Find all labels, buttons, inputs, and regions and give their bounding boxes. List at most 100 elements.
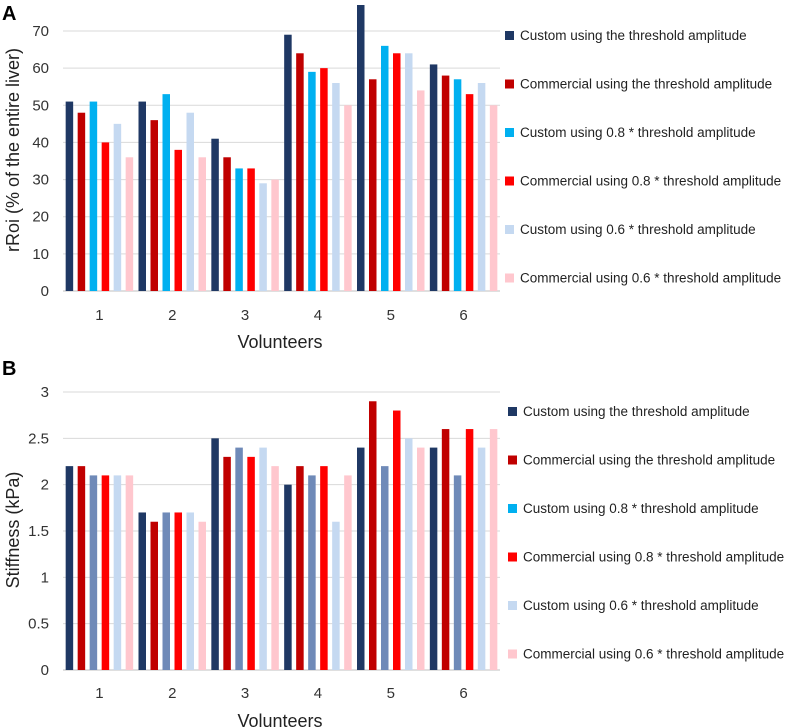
y-tick-label: 60 bbox=[32, 60, 49, 77]
bar bbox=[162, 512, 170, 670]
bar bbox=[235, 447, 243, 670]
bar bbox=[77, 466, 86, 670]
bar bbox=[247, 168, 255, 291]
bar bbox=[357, 447, 365, 670]
x-tick-label: 4 bbox=[314, 307, 322, 324]
legend-label: Commercial using 0.8 * threshold amplitu… bbox=[523, 550, 784, 565]
bar bbox=[174, 149, 182, 291]
bar bbox=[405, 53, 413, 292]
bar bbox=[125, 475, 134, 670]
bar bbox=[247, 456, 255, 670]
y-tick-label: 2 bbox=[41, 477, 49, 494]
bar bbox=[271, 466, 279, 670]
legend-label: Custom using 0.8 * threshold amplitude bbox=[523, 501, 759, 516]
y-tick-label: 0 bbox=[41, 662, 49, 679]
bar bbox=[489, 429, 498, 670]
bar bbox=[284, 484, 292, 670]
x-tick-label: 1 bbox=[95, 685, 103, 702]
bar bbox=[284, 34, 292, 291]
bar bbox=[320, 466, 328, 670]
bar bbox=[381, 45, 389, 291]
legend-swatch bbox=[508, 407, 517, 416]
bar bbox=[417, 90, 425, 291]
bar bbox=[162, 94, 170, 292]
y-tick-label: 10 bbox=[32, 246, 49, 263]
bar bbox=[138, 101, 146, 291]
panel-a-label: A bbox=[2, 3, 16, 25]
legend-swatch bbox=[508, 455, 517, 465]
bar bbox=[211, 438, 219, 670]
bar bbox=[417, 447, 425, 670]
bar bbox=[332, 83, 340, 291]
legend-label: Custom using 0.6 * threshold amplitude bbox=[523, 598, 759, 613]
legend-label: Custom using the threshold amplitude bbox=[523, 404, 750, 419]
panel-b-y-ticks: 0 0.5 1 1.5 2 2.5 3 bbox=[28, 384, 49, 679]
bar bbox=[271, 179, 279, 291]
bar bbox=[89, 101, 98, 291]
x-tick-label: 6 bbox=[459, 307, 467, 324]
legend-label: Commercial using 0.6 * threshold amplitu… bbox=[523, 647, 784, 662]
legend-swatch bbox=[505, 225, 514, 234]
bar bbox=[429, 64, 438, 291]
bar bbox=[489, 105, 498, 292]
bar bbox=[465, 94, 474, 292]
bar bbox=[453, 79, 462, 292]
bar bbox=[138, 512, 146, 670]
y-tick-label: 70 bbox=[32, 23, 49, 40]
bar bbox=[320, 68, 328, 292]
legend-label: Custom using 0.8 * threshold amplitude bbox=[520, 125, 756, 140]
panel-b: B 0 0.5 1 1.5 2 2.5 3 1 2 3 4 5 6 Volunteers Stiffn… bbox=[2, 358, 784, 728]
bar bbox=[344, 105, 352, 292]
panel-a: A 0 10 20 30 40 50 60 70 1 2 3 4 5 6 Volunteers rRoi… bbox=[2, 3, 781, 352]
bar bbox=[235, 168, 243, 291]
legend-swatch bbox=[505, 79, 514, 89]
panel-a-x-axis-title: Volunteers bbox=[237, 332, 322, 352]
bar bbox=[174, 512, 182, 670]
legend-swatch bbox=[508, 649, 517, 659]
x-tick-label: 2 bbox=[168, 685, 176, 702]
bar bbox=[465, 429, 474, 670]
y-tick-label: 20 bbox=[32, 209, 49, 226]
bar bbox=[223, 456, 231, 670]
bar bbox=[393, 53, 401, 292]
legend-swatch bbox=[505, 128, 514, 137]
panel-b-label: B bbox=[2, 358, 16, 380]
x-tick-label: 5 bbox=[387, 685, 395, 702]
legend-swatch bbox=[505, 273, 514, 283]
bar bbox=[393, 410, 401, 670]
bar bbox=[308, 475, 316, 670]
y-tick-label: 1 bbox=[41, 569, 49, 586]
bar bbox=[405, 438, 413, 670]
panel-a-y-axis-title: rRoi (% of the entire liver) bbox=[3, 48, 23, 252]
bar bbox=[477, 447, 486, 670]
legend-swatch bbox=[505, 31, 514, 40]
bar bbox=[198, 521, 206, 670]
panel-b-x-ticks: 1 2 3 4 5 6 bbox=[95, 685, 468, 702]
y-tick-label: 30 bbox=[32, 172, 49, 189]
panel-a-grid bbox=[63, 30, 500, 292]
bar bbox=[186, 112, 194, 291]
y-tick-label: 40 bbox=[32, 134, 49, 151]
panel-b-legend: Custom using the threshold amplitude Comm… bbox=[508, 404, 784, 662]
bar bbox=[429, 447, 438, 670]
panel-a-y-ticks: 0 10 20 30 40 50 60 70 bbox=[32, 23, 49, 300]
bar bbox=[453, 475, 462, 670]
x-tick-label: 4 bbox=[314, 685, 322, 702]
bar bbox=[381, 466, 389, 670]
bar bbox=[101, 475, 110, 670]
y-tick-label: 0.5 bbox=[28, 616, 49, 633]
x-tick-label: 3 bbox=[241, 307, 249, 324]
bar bbox=[357, 5, 365, 291]
bar bbox=[259, 183, 267, 291]
bar bbox=[125, 157, 134, 291]
bar bbox=[296, 53, 304, 292]
bar bbox=[332, 521, 340, 670]
bar bbox=[89, 475, 98, 670]
legend-swatch bbox=[505, 176, 514, 186]
panel-b-x-axis-title: Volunteers bbox=[237, 711, 322, 728]
bar bbox=[259, 447, 267, 670]
legend-swatch bbox=[508, 601, 517, 610]
bar bbox=[150, 120, 158, 292]
bar bbox=[186, 512, 194, 670]
